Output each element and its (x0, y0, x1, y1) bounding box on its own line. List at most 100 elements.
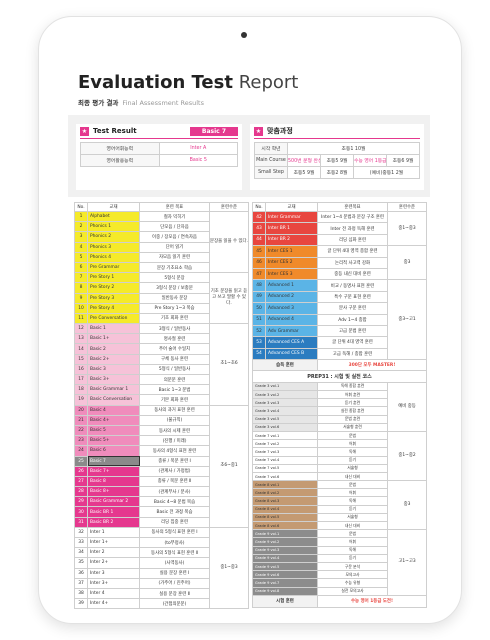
row-number: 18 (74, 384, 88, 396)
training-goal: 고급 문법 훈련 (317, 324, 388, 338)
book-name: Basic 7 (87, 455, 140, 467)
training-goal: 서술형 훈련 (317, 422, 388, 432)
training-goal: 명사절 훈련 (139, 333, 210, 345)
book-name: Grade 3 vol.2 (252, 390, 318, 400)
training-goal: 어휘 (317, 439, 388, 449)
course-row: 5 Phonics 4 자모음 읽기 훈련 (74, 251, 249, 263)
training-goal: 5형식 / 일반동사 (139, 363, 210, 376)
level: 예비 중등 (387, 381, 427, 432)
column-header: 훈련 목표 (139, 202, 210, 212)
row-number: 16 (74, 363, 88, 376)
row-number: 31 (74, 516, 88, 528)
book-name: Basic 5 (87, 424, 140, 437)
box-header: ★ Test Result Basic 7 (80, 124, 238, 139)
training-goal: 3형식 문장 / 보충문 (139, 282, 210, 294)
book-name: Basic 6 (87, 445, 140, 457)
training-goal: 어휘 (317, 488, 388, 498)
row-number: 37 (74, 577, 88, 589)
training-goal: 듣기 (317, 553, 388, 563)
training-goal: 중등 내신 대비 훈련 (317, 267, 388, 281)
level: 문장을 읽을 수 있다. (209, 210, 249, 274)
training-goal: 5형식 문장 (139, 272, 210, 284)
row-number: 34 (74, 547, 88, 559)
row-number: 4 (74, 241, 88, 253)
test-result-box: ★ Test Result Basic 7 영어어휘능력 Inter A 영어활용능력 B… (76, 124, 242, 190)
book-name: Advanced 2 (265, 290, 318, 304)
training-goal: 이중 / 장모음 / 연속자음 (139, 231, 210, 243)
result-row: 영어어휘능력 Inter A (80, 142, 238, 155)
column-header: No. (74, 202, 88, 212)
training-goal: 논리적 사고력 강화 (317, 256, 388, 269)
course-row: 20 Basic 4 동사의 과거 표현 훈련 초6~중1 (74, 404, 249, 528)
book-name: Grade 7 vol.1 (252, 430, 318, 441)
course-row: 9 Pre Story 3 일반동사 문장 (74, 292, 249, 304)
book-name: Inter BR 2 (265, 233, 318, 247)
book-name: Advanced 1 (265, 279, 318, 292)
book-name: Grade 8 vol.4 (252, 504, 318, 514)
training-goal: (사역동사) (139, 557, 210, 569)
book-name: Grade 3 vol.1 (252, 381, 318, 392)
column-header: No. (252, 202, 266, 212)
training-goal: 고급 독해 / 종합 훈련 (317, 347, 388, 361)
row-number: 6 (74, 261, 88, 274)
book-name: Basic Grammar 1 (87, 384, 140, 396)
level: 중1~중2 (387, 430, 427, 482)
book-name: Grade 9 vol.2 (252, 537, 318, 547)
row-number: 22 (74, 424, 88, 437)
book-name: Grade 9 vol.6 (252, 570, 318, 580)
row-number: 15 (74, 353, 88, 365)
book-name: Grade 9 vol.7 (252, 578, 318, 588)
training-goal: 동사의 5형식 표현 훈련 Ⅱ (139, 547, 210, 559)
row-number: 21 (74, 414, 88, 426)
course-cell: 초등5 9월 (287, 166, 321, 179)
course-row: 38 Inter 4 실용 문장 훈련 Ⅱ (74, 587, 249, 600)
course-row: Small Step 초등5 9월 초등2 8월 (예비)중등1 2월 (254, 166, 420, 179)
book-name: Grade 7 vol.3 (252, 447, 318, 457)
box-title: 맞춤과정 (267, 127, 293, 135)
subtitle-en: Final Assessment Results (122, 99, 204, 107)
column-header: 훈련목표 (317, 202, 388, 212)
book-name: Grade 8 vol.2 (252, 488, 318, 498)
book-name: Basic Grammar 2 (87, 496, 140, 508)
row-number: 50 (252, 302, 266, 315)
course-row: 47 Inter CES 3 중등 내신 대비 훈련 (252, 267, 427, 281)
training-goal: 문법 (317, 480, 388, 490)
book-name: Basic 2 (87, 343, 140, 355)
book-name: Pre Story 4 (87, 302, 140, 314)
prep-row: Grade 8 vol.1 문법 중3 (252, 480, 427, 531)
course-cell: 500번 문형 완성 (287, 154, 321, 167)
training-goal: 리딩 집중 훈련 (139, 516, 210, 528)
row-number: 5 (74, 251, 88, 263)
row-number: 19 (74, 394, 88, 406)
level: 중3 (387, 480, 427, 531)
training-goal: 동사의 시제 훈련 (139, 424, 210, 437)
row-number: 49 (252, 290, 266, 304)
training-goal: 기본 회화 훈련 (139, 394, 210, 406)
training-goal: 의문문 훈련 (139, 373, 210, 386)
training-goal: (간접의문문) (139, 598, 210, 610)
row-number: 51 (252, 313, 266, 326)
book-name: Advanced CES B (265, 347, 318, 361)
level: 초1~초6 (209, 323, 249, 406)
training-goal: 독해 (317, 545, 388, 555)
book-name: Basic 3+ (87, 373, 140, 386)
training-goal: 구체 동사 훈련 (139, 353, 210, 365)
training-goal: 서술형 (317, 463, 388, 473)
course-row: 시작 학년 초등1 10월 (254, 142, 420, 155)
training-goal: Pre Story 1~3 복습 (139, 302, 210, 314)
training-goal: (관계부사 / 분사) (139, 486, 210, 498)
left-curriculum-table: No. 교재 훈련 목표 훈련수준 1 Alphabet 철자 익히기 문장을 읽을 수 있다… (74, 202, 249, 610)
prep-row: Grade 3 vol.1 독해 종합 훈련 예비 중등 (252, 381, 427, 432)
training-goal: (to부정사) (139, 536, 210, 549)
course-row: 37 Inter 3+ (가주어 / 진주어) (74, 577, 249, 589)
row-number: 9 (74, 292, 88, 304)
row-number: 45 (252, 245, 266, 258)
row-number: 13 (74, 333, 88, 345)
course-row: 13 Basic 1+ 명사절 훈련 (74, 333, 249, 345)
training-goal: 독해 (317, 447, 388, 457)
training-goal: 단모음 / 단자음 (139, 221, 210, 233)
row-number: 38 (74, 587, 88, 600)
book-name: Grade 3 vol.5 (252, 414, 318, 424)
column-header: 훈련수준 (209, 202, 249, 212)
column-header: 교재 (87, 202, 140, 212)
